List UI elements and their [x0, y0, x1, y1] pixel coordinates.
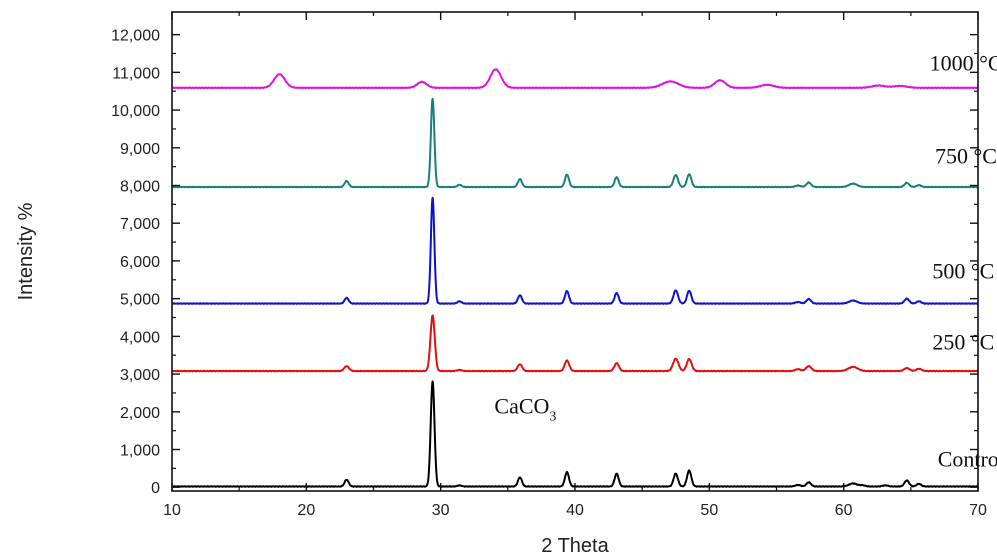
y-tick-label: 2,000	[120, 405, 160, 422]
series-line-500-c	[171, 196, 979, 305]
y-tick-label: 4,000	[120, 329, 160, 346]
x-tick-label: 10	[163, 502, 181, 519]
y-tick-label: 5,000	[120, 292, 160, 309]
series-line-1000-c	[171, 68, 979, 90]
x-tick-label: 60	[835, 502, 853, 519]
series-line-750-c	[171, 97, 979, 189]
series-label: 250 °C	[932, 330, 994, 355]
y-tick-label: 11,000	[112, 65, 160, 82]
x-tick-label: 20	[297, 502, 315, 519]
x-axis-title: 2 Theta	[541, 535, 609, 557]
y-tick-label: 9,000	[120, 141, 160, 158]
y-tick-label: 6,000	[120, 254, 160, 271]
y-tick-label: 1,000	[120, 443, 160, 460]
series-label: 750 °C	[935, 144, 997, 169]
x-tick-label: 70	[969, 502, 987, 519]
y-tick-label: 0	[151, 480, 160, 497]
peak-annotation: CaCO3	[494, 394, 556, 425]
series-label: 1000 °C	[930, 50, 997, 75]
series-line-control	[171, 380, 979, 488]
y-tick-label: 12,000	[111, 28, 160, 45]
series-layer	[171, 68, 979, 488]
series-label: Control	[938, 446, 997, 471]
y-tick-label: 8,000	[120, 178, 160, 195]
x-tick-label: 50	[700, 502, 718, 519]
labels-layer: 1000 °C 750 °C 500 °C 250 °C Control CaCO3	[494, 50, 997, 471]
y-tick-label: 10,000	[111, 103, 160, 120]
x-tick-label: 40	[566, 502, 584, 519]
y-tick-label: 3,000	[120, 367, 160, 384]
ticks-layer: 10 20 30 40 50 60 70 0 1,000 2,000 3,000 4,000 5,000…	[111, 12, 987, 519]
series-label: 500 °C	[932, 259, 994, 284]
series-line-250-c	[171, 314, 979, 373]
y-axis-title: Intensity %	[15, 202, 37, 300]
y-tick-label: 7,000	[120, 216, 160, 233]
plot-frame	[171, 11, 979, 492]
x-tick-label: 30	[432, 502, 450, 519]
